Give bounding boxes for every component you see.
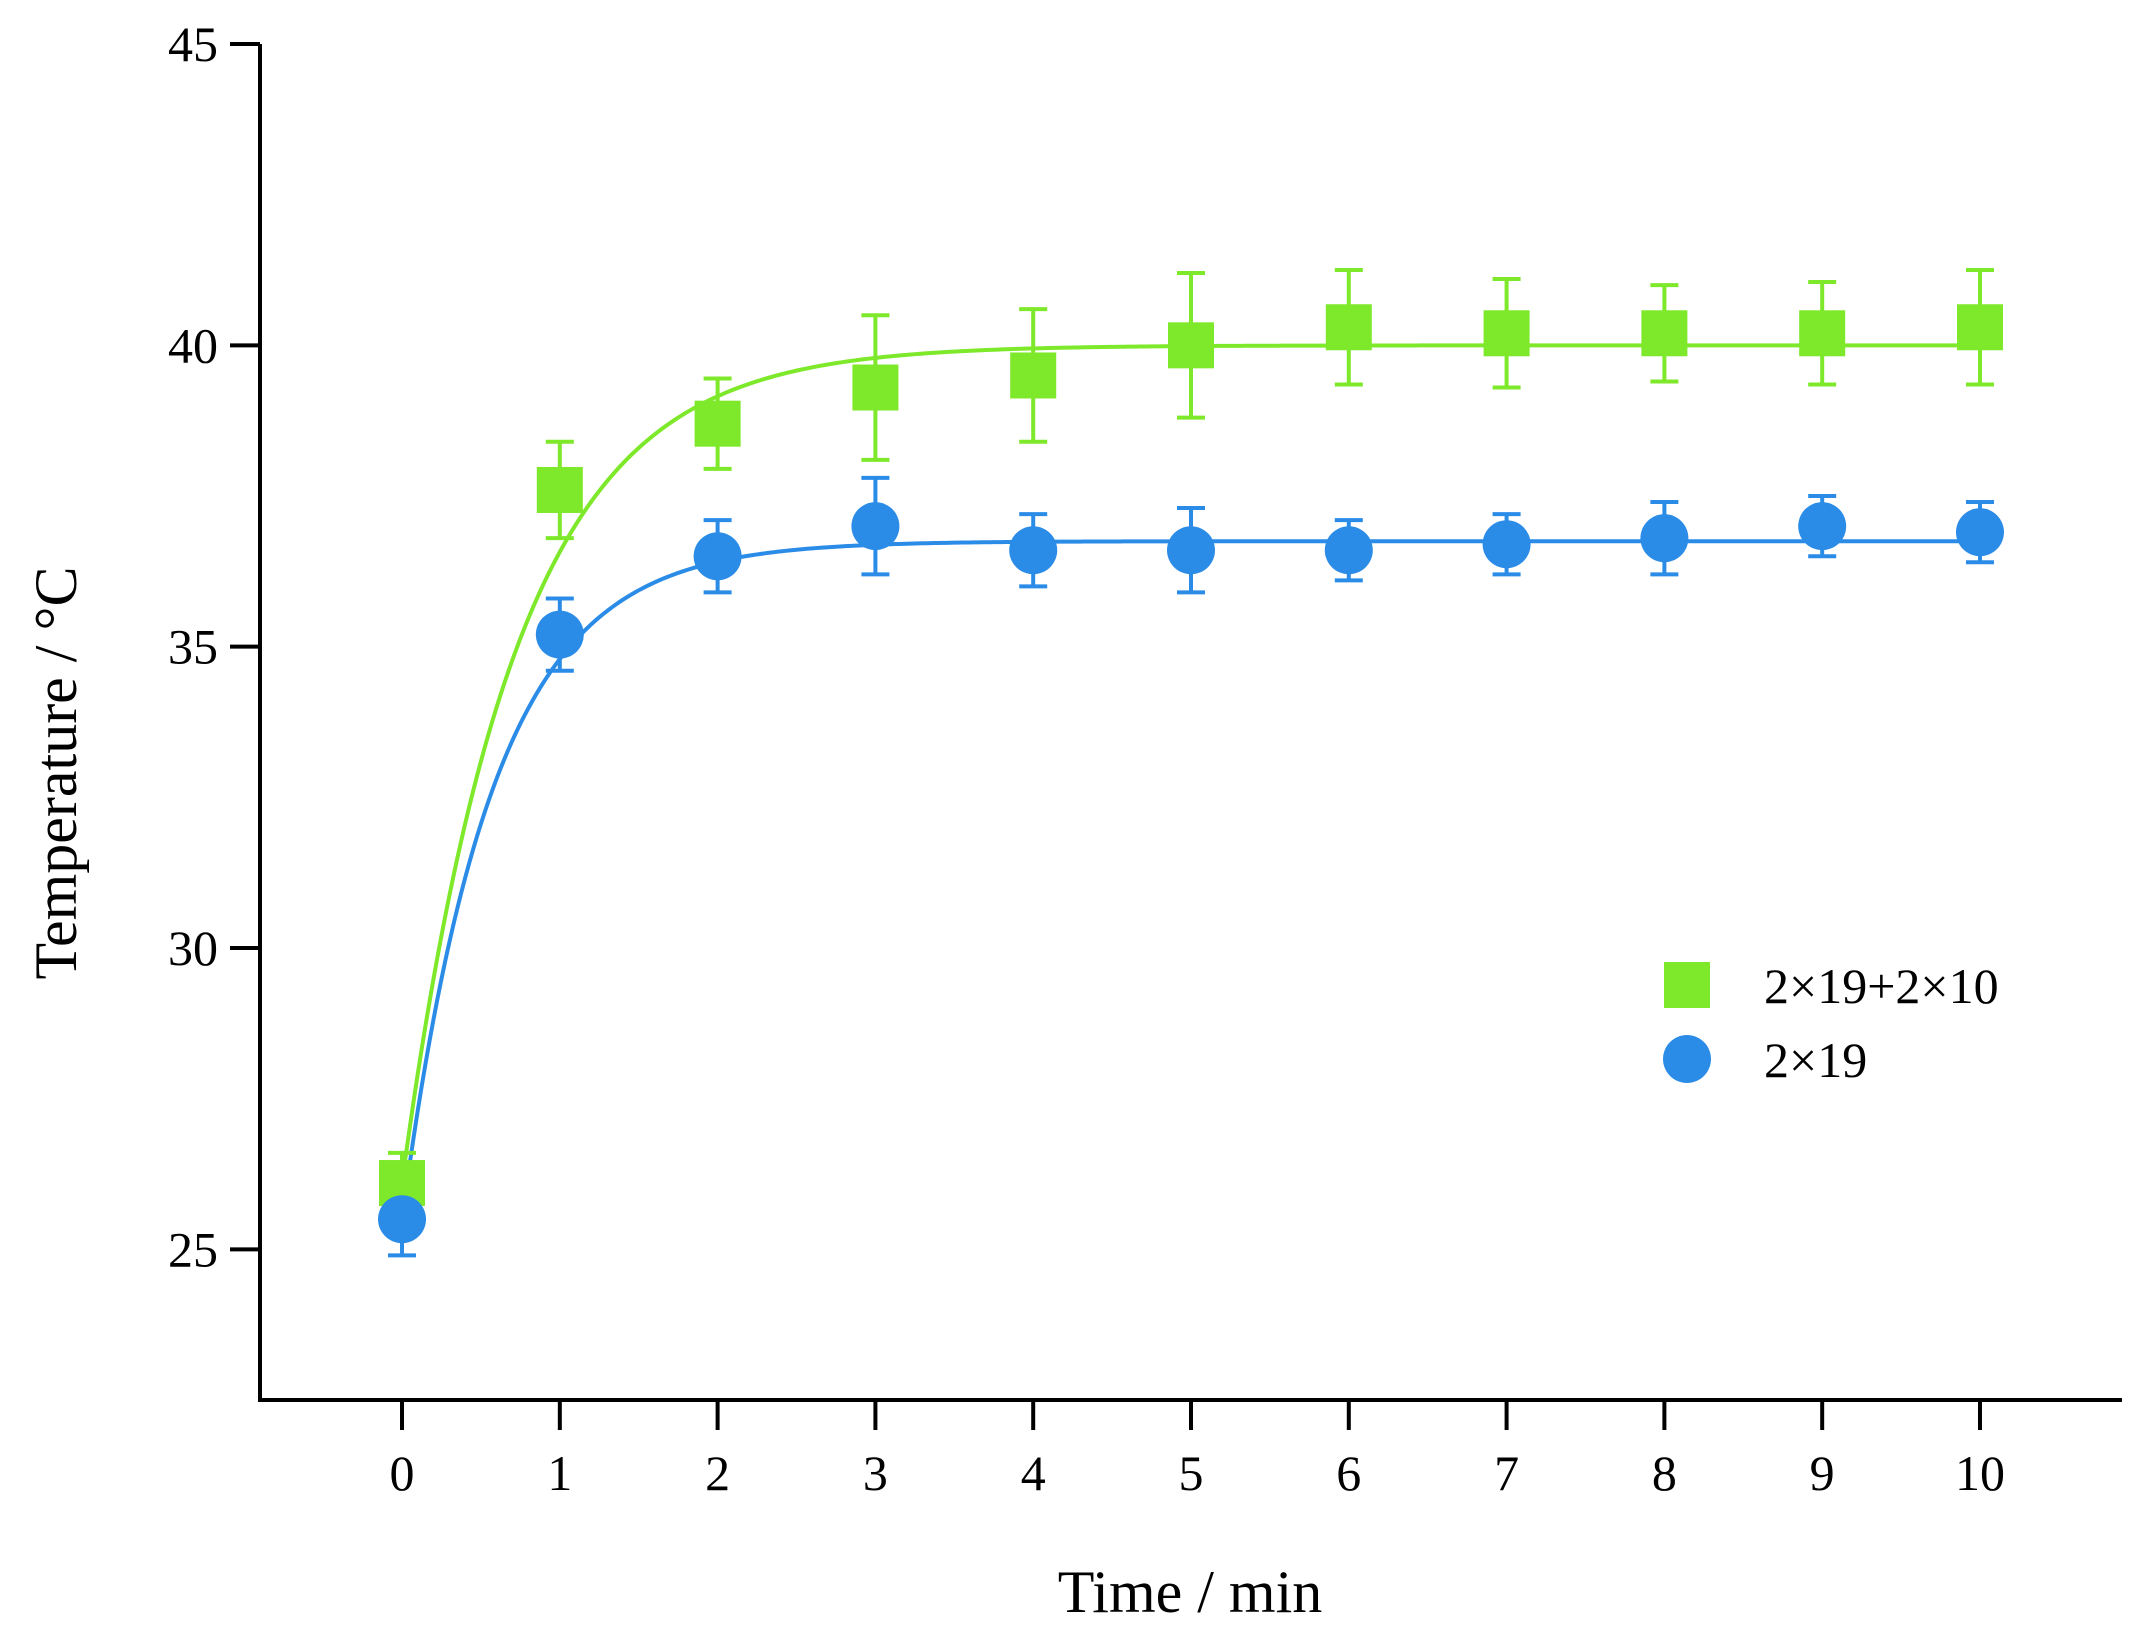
point-2x19-2x10-6 [1325, 304, 1372, 351]
axes [258, 44, 2122, 1402]
point-2x19-2x10-2 [694, 400, 741, 447]
x-tick-label-3: 3 [863, 1445, 888, 1501]
data-markers [378, 304, 2004, 1244]
x-axis-title: Time / min [1058, 1559, 1323, 1625]
point-2x19-2x10-7 [1483, 310, 1530, 357]
point-2x19-2x10-9 [1799, 310, 1846, 357]
point-2x19-1 [535, 610, 584, 659]
point-2x19-4 [1009, 526, 1058, 575]
x-tick-label-7: 7 [1494, 1445, 1519, 1501]
x-tick-label-0: 0 [390, 1445, 415, 1501]
point-2x19-2x10-4 [1010, 352, 1057, 399]
x-tick-label-1: 1 [547, 1445, 572, 1501]
y-tick-label-25: 25 [168, 1221, 218, 1277]
point-2x19-10 [1955, 508, 2004, 557]
point-2x19-8 [1640, 514, 1689, 563]
legend-label-2x19-2x10: 2×19+2×10 [1764, 958, 1999, 1014]
point-2x19-7 [1482, 520, 1531, 569]
x-tick-label-10: 10 [1955, 1445, 2005, 1501]
legend-marker-2x19-2x10 [1664, 962, 1710, 1008]
point-2x19-2x10-8 [1641, 310, 1688, 357]
legend-marker-2x19 [1663, 1035, 1711, 1083]
y-tick-label-30: 30 [168, 920, 218, 976]
point-2x19-2x10-3 [852, 364, 899, 411]
legend-label-2x19: 2×19 [1764, 1032, 1867, 1088]
fit-curve-2x19-2x10 [400, 343, 1980, 1184]
point-2x19-6 [1324, 526, 1373, 575]
error-bars [388, 268, 1994, 1258]
x-tick-label-5: 5 [1179, 1445, 1204, 1501]
point-2x19-9 [1798, 502, 1847, 551]
y-tick-label-35: 35 [168, 619, 218, 675]
point-2x19-2x10-5 [1168, 322, 1214, 369]
x-tick-label-2: 2 [705, 1445, 730, 1501]
point-2x19-0 [378, 1195, 427, 1244]
legend: 2×19+2×10 2×19 [1663, 958, 1999, 1088]
fit-curves [400, 343, 1980, 1220]
x-tick-label-4: 4 [1021, 1445, 1046, 1501]
x-tick-label-9: 9 [1810, 1445, 1835, 1501]
point-2x19-3 [851, 502, 900, 551]
y-axis-title: Temperature / °C [23, 567, 89, 980]
y-tick-label-45: 45 [168, 16, 218, 72]
point-2x19-2 [693, 532, 742, 581]
x-tick-label-8: 8 [1652, 1445, 1677, 1501]
x-tick-label-6: 6 [1336, 1445, 1361, 1501]
fit-curve-2x19 [400, 539, 1980, 1220]
point-2x19-2x10-1 [536, 466, 583, 513]
point-2x19-2x10-10 [1956, 304, 2003, 351]
point-2x19-5 [1167, 526, 1215, 575]
y-tick-label-40: 40 [168, 317, 218, 373]
